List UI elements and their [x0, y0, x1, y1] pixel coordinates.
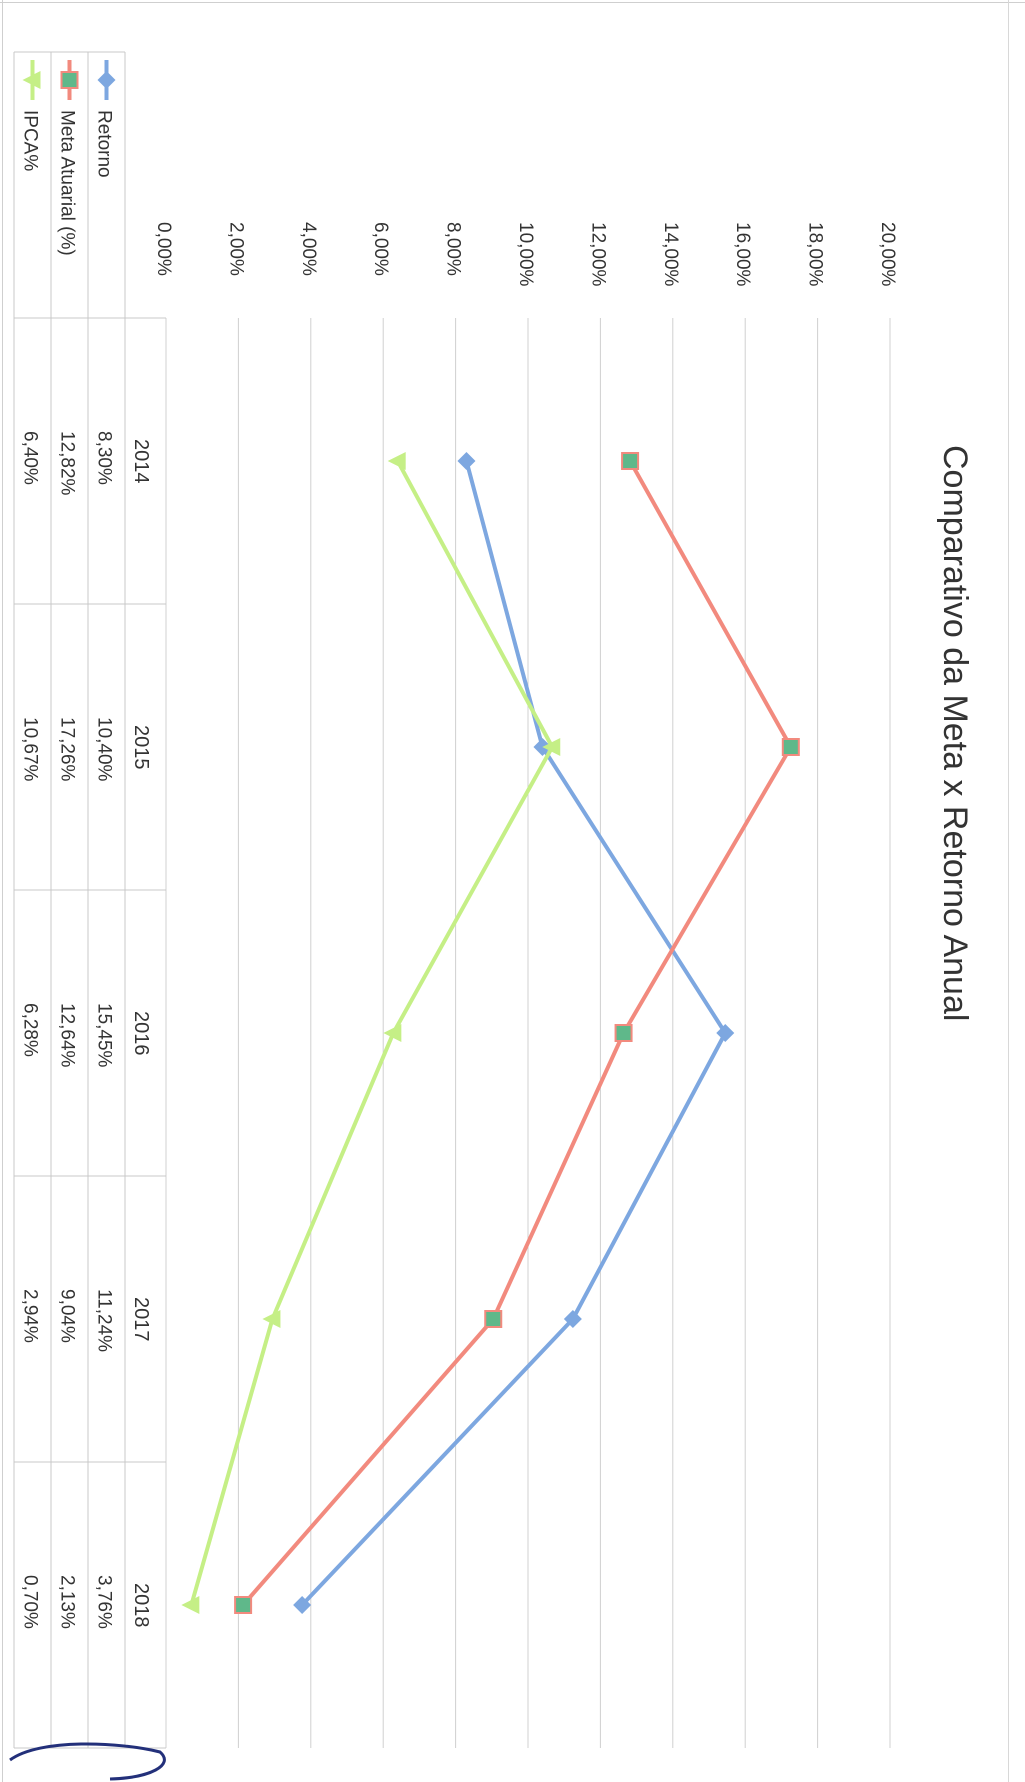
data-table: 2014 2015 2016 2017 2018 Retorno 8,30% 10,40% 15…: [13, 51, 166, 1749]
legend-label: Meta Atuarial (%): [57, 110, 78, 256]
category-label: 2017: [130, 1297, 152, 1342]
legend-label: Retorno: [94, 110, 115, 178]
page-right-edge: [1008, 0, 1009, 1782]
data-point: [614, 1024, 633, 1042]
data-point: [387, 452, 406, 470]
data-table-value: 10,40%: [94, 717, 115, 782]
page-top-edge: [0, 2, 1025, 3]
chart-title: Comparativo da Meta x Retorno Anual: [936, 445, 974, 1021]
data-point: [293, 1596, 312, 1614]
data-point: [542, 738, 561, 756]
data-table-value: 6,28%: [20, 1003, 41, 1057]
y-tick-label: 0,00%: [153, 222, 174, 276]
y-tick-label: 16,00%: [732, 222, 753, 287]
y-tick-label: 18,00%: [805, 222, 826, 287]
data-table-value: 17,26%: [57, 717, 78, 782]
data-table-value: 6,40%: [20, 431, 41, 485]
category-label: 2014: [130, 439, 152, 484]
y-tick-label: 4,00%: [298, 222, 319, 276]
data-table-value: 12,82%: [57, 431, 78, 496]
series-line: [300, 460, 728, 1607]
data-table-value: 10,67%: [20, 717, 41, 782]
legend-key-marker: [60, 71, 79, 89]
y-tick-label: 10,00%: [515, 222, 536, 287]
plot-area: 0,00% 2,00% 4,00% 6,00% 8,00% 10,00% 12,00% 14,…: [153, 222, 898, 1748]
data-table-value: 15,45%: [94, 1003, 115, 1068]
y-tick-label: 20,00%: [877, 222, 898, 287]
data-point: [181, 1596, 200, 1614]
pen-mark: [9, 1742, 166, 1781]
data-table-value: 8,30%: [94, 431, 115, 485]
y-tick-label: 6,00%: [370, 222, 391, 276]
series-line: [241, 460, 793, 1607]
data-point: [457, 452, 476, 470]
legend-label: IPCA%: [20, 110, 41, 171]
series-lines: [189, 460, 793, 1607]
y-tick-label: 14,00%: [660, 222, 681, 287]
data-table-value: 2,94%: [20, 1289, 41, 1343]
y-tick-label: 8,00%: [443, 222, 464, 276]
data-point: [621, 452, 640, 470]
data-point: [484, 1310, 503, 1328]
category-label: 2015: [130, 725, 152, 770]
data-table-value: 3,76%: [94, 1575, 115, 1629]
page-left-edge: [2, 0, 3, 1782]
series-markers: [181, 452, 800, 1614]
data-table-value: 12,64%: [57, 1003, 78, 1068]
data-point: [716, 1024, 735, 1042]
data-point: [781, 738, 800, 756]
category-label: 2018: [130, 1583, 152, 1628]
category-label: 2016: [130, 1011, 152, 1056]
legend-key-marker: [97, 71, 116, 89]
data-point: [563, 1310, 582, 1328]
data-point: [383, 1024, 402, 1042]
data-table-value: 0,70%: [20, 1575, 41, 1629]
data-table-value: 9,04%: [57, 1289, 78, 1343]
data-table-value: 2,13%: [57, 1575, 78, 1629]
legend-key-marker: [22, 71, 41, 89]
data-point: [234, 1596, 253, 1614]
data-table-value: 11,24%: [94, 1289, 115, 1352]
data-point: [262, 1310, 281, 1328]
series-line: [189, 460, 555, 1606]
y-tick-label: 12,00%: [587, 222, 608, 287]
y-tick-label: 2,00%: [225, 222, 246, 276]
